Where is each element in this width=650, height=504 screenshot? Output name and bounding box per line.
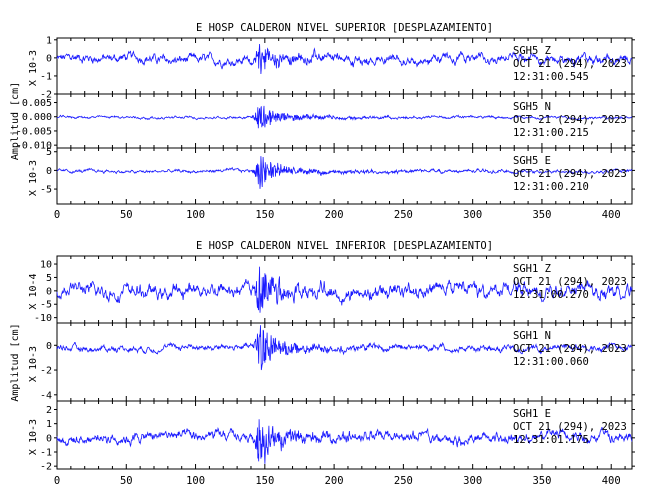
y-tick-label: 0.000 [22,112,52,123]
x-tick-label: 250 [394,209,413,221]
y-tick-label: -10 [34,313,52,324]
time-label: 12:31:00.215 [513,127,589,139]
y-tick-label: 1 [46,419,52,430]
waveform-trace [56,325,633,371]
scale-label: X 10-3 [28,419,39,455]
time-label: 12:31:00.060 [513,356,589,368]
x-tick-label: 100 [186,209,205,221]
y-axis-label-1: Amplitud [cm] [10,82,21,160]
waveform-trace [56,105,633,129]
y-tick-label: 5 [46,273,52,284]
y-tick-label: 0 [46,166,52,177]
date-label: OCT 21 (294), 2023 [513,421,627,433]
y-tick-label: -2 [40,366,52,377]
station-label: SGH1 E [513,408,551,420]
station-label: SGH5 N [513,101,551,113]
x-tick-label: 200 [325,209,344,221]
y-tick-label: -5 [40,300,52,311]
panel-frame [56,400,633,470]
x-tick-label: 300 [463,209,482,221]
y-tick-label: -2 [40,90,52,101]
x-tick-label: 50 [120,475,133,487]
date-label: OCT 21 (294), 2023 [513,58,627,70]
panel-frame [56,147,633,205]
scale-label: X 10-3 [28,346,39,382]
x-tick-label: 100 [186,475,205,487]
x-tick-label: 350 [532,475,551,487]
y-tick-label: -5 [40,185,52,196]
x-tick-label: 400 [602,209,621,221]
date-label: OCT 21 (294), 2023 [513,276,627,288]
y-tick-label: 5 [46,147,52,158]
y-tick-label: 0 [46,433,52,444]
chart-title-2: E HOSP CALDERON NIVEL INFERIOR [DESPLAZA… [196,240,493,252]
x-tick-label: 0 [54,475,60,487]
waveform-trace [56,43,633,75]
station-label: SGH1 Z [513,263,551,275]
waveform-trace [56,266,633,313]
x-tick-label: 350 [532,209,551,221]
x-tick-label: 200 [325,475,344,487]
x-tick-label: 150 [255,209,274,221]
y-tick-label: 2 [46,405,52,416]
y-tick-label: 10 [40,260,52,271]
date-label: OCT 21 (294), 2023 [513,114,627,126]
waveform-trace [56,156,633,189]
scale-label: X 10-3 [28,50,39,86]
y-tick-label: 1 [46,35,52,46]
station-label: SGH5 Z [513,45,551,57]
y-tick-label: -4 [40,390,52,401]
chart-title-1: E HOSP CALDERON NIVEL SUPERIOR [DESPLAZA… [196,22,493,34]
date-label: OCT 21 (294), 2023 [513,168,627,180]
y-tick-label: -0.005 [16,126,52,137]
waveform-trace [56,419,633,464]
y-tick-label: 0 [46,286,52,297]
y-tick-label: 0.005 [22,98,52,109]
time-label: 12:31:00.270 [513,289,589,301]
x-tick-label: 150 [255,475,274,487]
y-axis-label-2: Amplitud [cm] [10,323,21,401]
y-tick-label: 0 [46,53,52,64]
scale-label: X 10-3 [28,160,39,196]
time-label: 12:31:01.175 [513,434,589,446]
y-tick-label: 0 [46,341,52,352]
x-tick-label: 50 [120,209,133,221]
date-label: OCT 21 (294), 2023 [513,343,627,355]
scale-label: X 10-4 [28,273,39,309]
station-label: SGH5 E [513,155,551,167]
y-tick-label: -2 [40,462,52,473]
time-label: 12:31:00.545 [513,71,589,83]
time-label: 12:31:00.210 [513,181,589,193]
x-tick-label: 250 [394,475,413,487]
station-label: SGH1 N [513,330,551,342]
x-tick-label: 300 [463,475,482,487]
y-tick-label: -1 [40,71,52,82]
x-tick-label: 0 [54,209,60,221]
y-tick-label: -0.010 [16,141,52,152]
y-tick-label: -1 [40,448,52,459]
x-tick-label: 400 [602,475,621,487]
